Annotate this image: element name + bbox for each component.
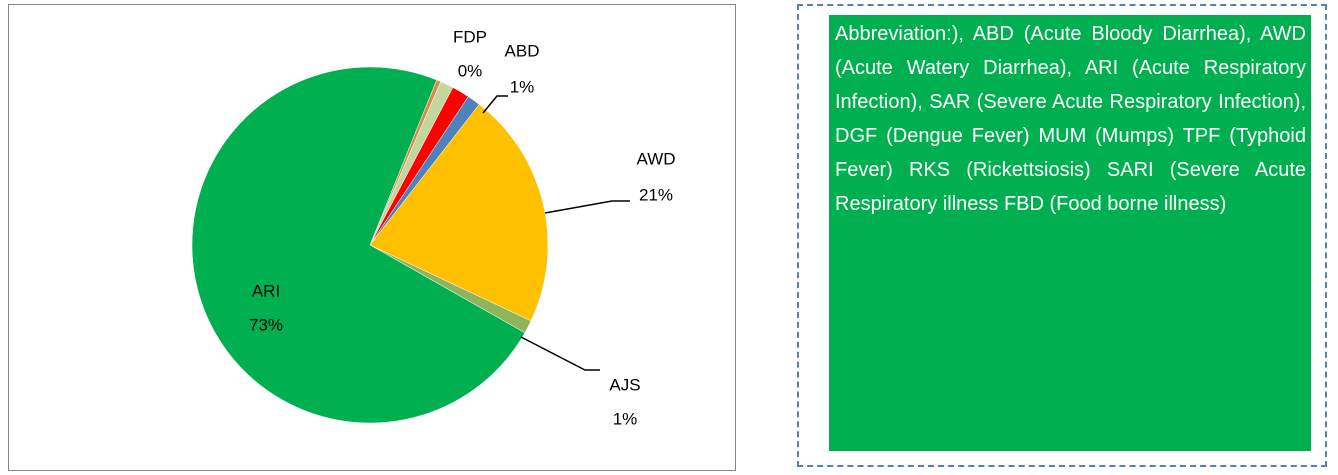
slice-value-label: 73% <box>249 315 283 334</box>
slice-label: ARI <box>252 281 280 300</box>
slice-label: FDP <box>453 27 487 46</box>
note-box: Abbreviation:), ABD (Acute Bloody Diarrh… <box>797 4 1327 467</box>
chart: FDP 0% ABD 1% AWD 21% AJS 1% ARI 73% <box>8 4 736 471</box>
slice-value-label: 0% <box>458 61 483 80</box>
note-text: Abbreviation:), ABD (Acute Bloody Diarrh… <box>835 23 1306 215</box>
pie-slice <box>369 104 549 322</box>
slice-label: ABD <box>505 41 540 60</box>
slice-value-label: 1% <box>613 409 638 428</box>
leader-line <box>544 200 630 214</box>
leader-line <box>482 95 508 114</box>
pie-slice <box>191 66 526 424</box>
note-fill: Abbreviation:), ABD (Acute Bloody Diarrh… <box>829 15 1311 451</box>
slice-value-label: 21% <box>639 185 673 204</box>
leader-line <box>520 336 600 371</box>
slice-value-label: 1% <box>510 77 535 96</box>
slice-label: AJS <box>609 375 640 394</box>
slice-label: AWD <box>636 149 675 168</box>
